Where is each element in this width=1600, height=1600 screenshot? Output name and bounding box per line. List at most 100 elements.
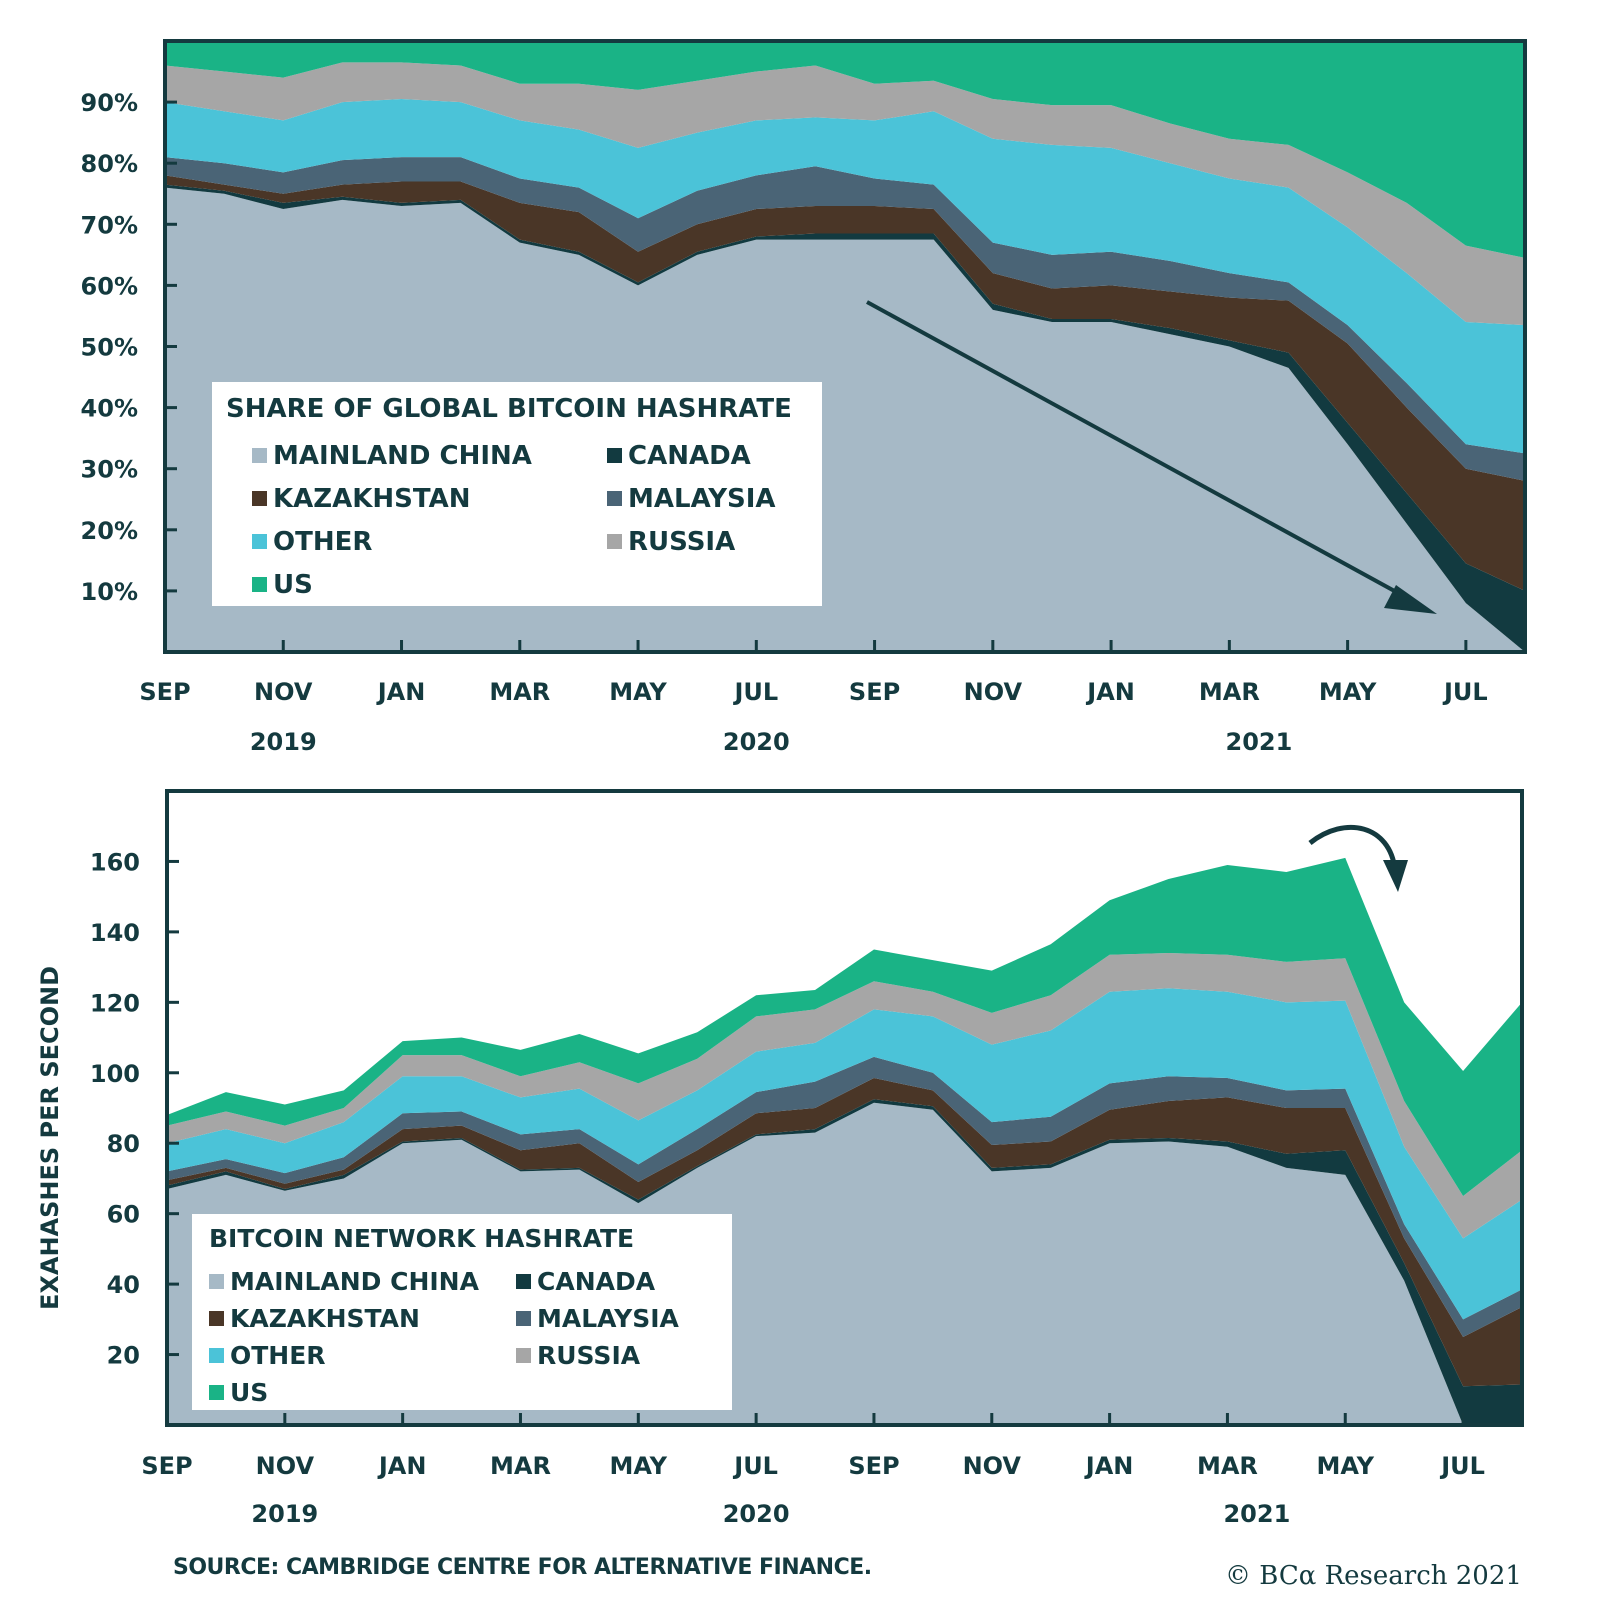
area-other — [165, 99, 1525, 454]
x-tick-label: NOV — [256, 1452, 315, 1480]
y-axis-title: EXAHASHES PER SECOND — [36, 966, 64, 1310]
x-tick-label: MAR — [489, 678, 550, 706]
copyright-credit: © BCα Research 2021 — [1225, 1561, 1522, 1591]
legend-item-kazakhstan: KAZAKHSTAN — [209, 1303, 516, 1334]
y-tick-label: 80% — [81, 150, 138, 178]
legend-grid: MAINLAND CHINA CANADA KAZAKHSTAN MALAYSI… — [252, 440, 792, 600]
legend-item-us: US — [252, 569, 607, 600]
legend-swatch-kazakhstan — [252, 491, 267, 506]
legend-item-canada: CANADA — [607, 440, 792, 471]
plot-frame — [165, 789, 1524, 1427]
y-tick-label: 120 — [90, 989, 140, 1017]
legend-swatch-canada — [516, 1274, 531, 1289]
legend-item-kazakhstan: KAZAKHSTAN — [252, 483, 607, 514]
legend-label: MAINLAND CHINA — [273, 440, 532, 471]
x-tick-label: JUL — [1439, 1452, 1485, 1480]
legend-label: US — [230, 1378, 269, 1407]
network-chart-title: BITCOIN NETWORK HASHRATE — [209, 1224, 635, 1253]
network-hashrate-chart: 20 40 60 80 100 120 140 160 SEP NOV JAN MAR MAY JUL SE… — [36, 789, 1524, 1528]
network-chart-legend: BITCOIN NETWORK HASHRATE MAINLAND CHINA … — [192, 1214, 732, 1410]
y-tick-label: 30% — [81, 456, 138, 484]
drop-arrowhead-icon — [1383, 860, 1408, 892]
legend-swatch-us — [209, 1385, 224, 1400]
y-tick-label: 90% — [81, 89, 138, 117]
year-label: 2020 — [723, 728, 790, 756]
year-label: 2019 — [250, 728, 317, 756]
area-us — [165, 41, 1525, 258]
legend-swatch-malaysia — [607, 491, 622, 506]
area-russia — [165, 62, 1525, 326]
y-tick-label: 20 — [107, 1342, 140, 1370]
x-tick-label: MAR — [1197, 1452, 1258, 1480]
y-tick-label: 70% — [81, 211, 138, 239]
x-tick-label: JUL — [732, 678, 778, 706]
legend-label: MAINLAND CHINA — [230, 1267, 479, 1296]
y-tick-label: 60 — [107, 1201, 140, 1229]
legend-grid: MAINLAND CHINA CANADA KAZAKHSTAN MALAYSI… — [209, 1266, 709, 1408]
legend-swatch-canada — [607, 448, 622, 463]
legend-label: RUSSIA — [628, 526, 736, 557]
source-note: SOURCE: CAMBRIDGE CENTRE FOR ALTERNATIVE… — [173, 1555, 872, 1580]
y-tick-label: 60% — [81, 272, 138, 300]
year-label: 2021 — [1226, 728, 1293, 756]
y-tick-label: 100 — [90, 1060, 140, 1088]
legend-label: MALAYSIA — [628, 483, 776, 514]
x-tick-label: SEP — [848, 1452, 899, 1480]
legend-item-malaysia: MALAYSIA — [516, 1303, 709, 1334]
y-tick-label: 40% — [81, 395, 138, 423]
legend-label: OTHER — [230, 1341, 326, 1370]
x-tick-label: NOV — [964, 678, 1023, 706]
legend-item-us: US — [209, 1377, 516, 1408]
share-chart-legend: SHARE OF GLOBAL BITCOIN HASHRATE MAINLAN… — [212, 382, 822, 606]
legend-swatch-china — [252, 448, 267, 463]
y-tick-label: 20% — [81, 517, 138, 545]
y-tick-label: 140 — [90, 919, 140, 947]
legend-label: KAZAKHSTAN — [273, 483, 471, 514]
area-other — [167, 988, 1522, 1320]
legend-swatch-russia — [607, 534, 622, 549]
legend-label: OTHER — [273, 526, 373, 557]
legend-item-other: OTHER — [209, 1340, 516, 1371]
x-tick-label: MAY — [1319, 678, 1377, 706]
year-label: 2019 — [251, 1500, 318, 1528]
legend-label: KAZAKHSTAN — [230, 1304, 420, 1333]
y-tick-label: 40 — [107, 1271, 140, 1299]
area-russia — [167, 953, 1522, 1239]
x-tick-label: JAN — [377, 1452, 427, 1480]
year-label: 2020 — [723, 1500, 790, 1528]
legend-item-russia: RUSSIA — [516, 1340, 709, 1371]
y-tick-label: 80 — [107, 1130, 140, 1158]
year-label: 2021 — [1223, 1500, 1290, 1528]
x-tick-label: MAR — [490, 1452, 551, 1480]
area-us — [167, 857, 1522, 1197]
drop-arrow-curve — [1308, 825, 1398, 871]
x-tick-label: NOV — [254, 678, 313, 706]
x-tick-label: MAY — [610, 1452, 668, 1480]
legend-label: MALAYSIA — [537, 1304, 679, 1333]
x-tick-label: SEP — [141, 1452, 192, 1480]
x-tick-label: JAN — [1084, 1452, 1134, 1480]
x-tick-label: JAN — [376, 678, 426, 706]
area-malaysia — [165, 157, 1525, 481]
legend-swatch-china — [209, 1274, 224, 1289]
legend-item-other: OTHER — [252, 526, 607, 557]
x-tick-label: JUL — [732, 1452, 778, 1480]
legend-label: RUSSIA — [537, 1341, 641, 1370]
legend-item-china: MAINLAND CHINA — [209, 1266, 516, 1297]
legend-swatch-russia — [516, 1348, 531, 1363]
legend-item-russia: RUSSIA — [607, 526, 792, 557]
x-tick-label: MAR — [1199, 678, 1260, 706]
legend-swatch-us — [252, 577, 267, 592]
x-tick-label: SEP — [139, 678, 190, 706]
y-tick-label: 160 — [90, 848, 140, 876]
y-tick-label: 50% — [81, 334, 138, 362]
x-tick-label: SEP — [849, 678, 900, 706]
trend-arrowhead-icon — [1384, 585, 1437, 614]
legend-item-malaysia: MALAYSIA — [607, 483, 792, 514]
trend-arrow-line — [866, 300, 1421, 607]
legend-label: US — [273, 569, 313, 600]
legend-label: CANADA — [537, 1267, 656, 1296]
x-tick-label: MAY — [609, 678, 667, 706]
area-kazakhstan — [167, 1078, 1522, 1387]
legend-swatch-malaysia — [516, 1311, 531, 1326]
